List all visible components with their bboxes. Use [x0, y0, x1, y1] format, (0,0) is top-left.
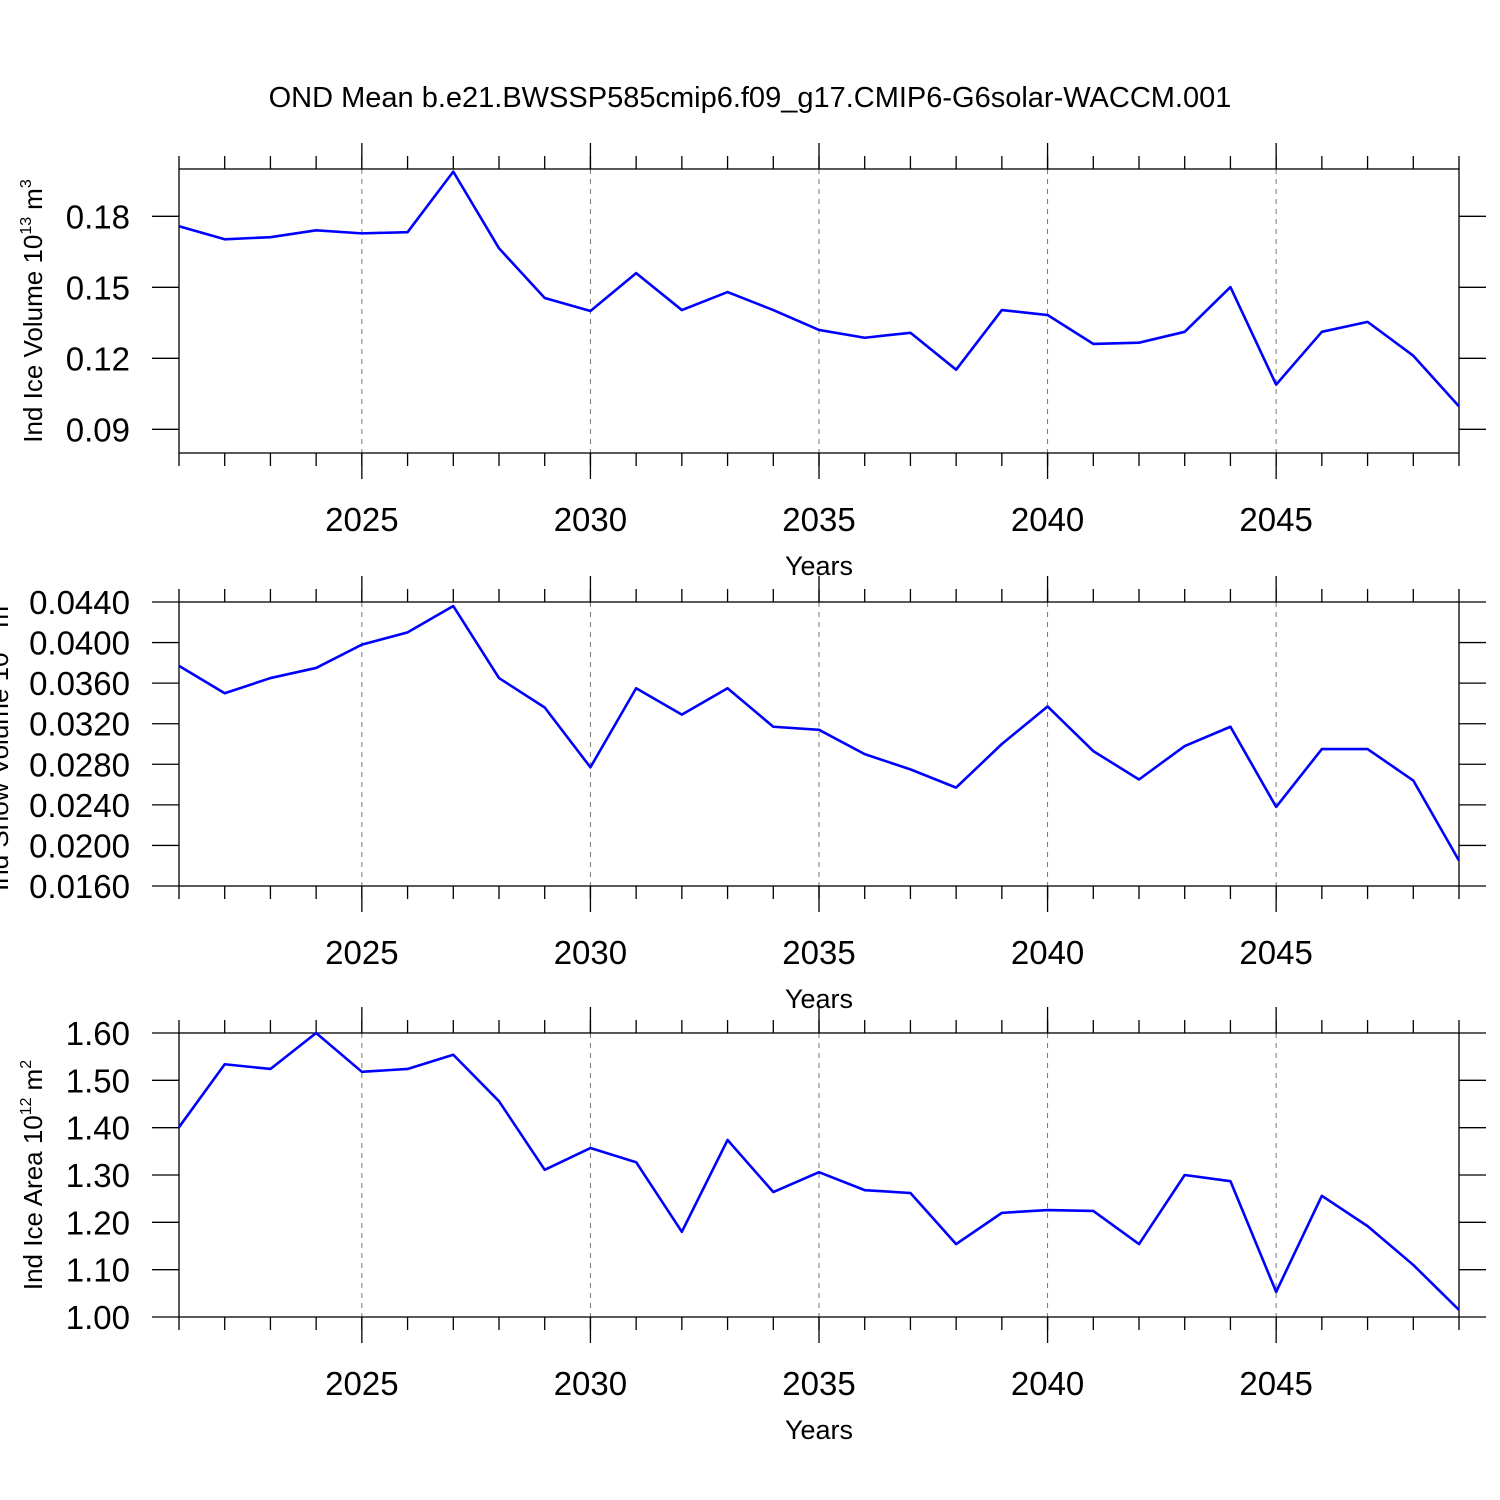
x-tick-label: 2025 — [325, 934, 398, 971]
x-tick-label: 2040 — [1011, 934, 1084, 971]
data-line — [178, 604, 1461, 862]
y-tick-label: 0.12 — [66, 340, 130, 377]
data-line — [177, 1031, 1460, 1311]
y-axis-label: Ind Snow Volume 1013 m3 — [0, 597, 14, 891]
y-tick-label: 1.30 — [66, 1157, 130, 1194]
y-tick-label: 1.20 — [66, 1204, 130, 1241]
data-line — [178, 170, 1460, 408]
figure-title: OND Mean b.e21.BWSSP585cmip6.f09_g17.CMI… — [269, 82, 1232, 114]
y-tick-label: 0.0440 — [29, 584, 130, 621]
y-tick-label: 0.0360 — [29, 665, 130, 702]
y-tick-label: 1.50 — [66, 1062, 130, 1099]
y-tick-label: 0.18 — [66, 198, 130, 235]
x-tick-label: 2040 — [1011, 501, 1084, 538]
y-axis-label-unit: m — [18, 1069, 48, 1091]
y-tick-label: 0.0400 — [29, 625, 130, 662]
y-axis-label-exponent: 12 — [18, 1097, 35, 1115]
x-tick-label: 2030 — [554, 934, 627, 971]
y-tick-label: 0.15 — [66, 269, 130, 306]
y-axis-label-unit-exponent: 3 — [0, 597, 1, 606]
y-axis-label-unit-exponent: 3 — [18, 179, 35, 188]
y-tick-label: 1.40 — [66, 1110, 130, 1147]
y-axis-label-text: Ind Snow Volume 10 — [0, 652, 14, 891]
y-tick-label: 0.0160 — [29, 868, 130, 905]
y-tick-label: 0.0240 — [29, 787, 130, 824]
plot-frame — [178, 168, 1460, 454]
x-tick-label: 2040 — [1011, 1365, 1084, 1402]
x-tick-label: 2045 — [1239, 1365, 1312, 1402]
y-tick-label: 0.0200 — [29, 827, 130, 864]
y-axis-label-exponent: 13 — [0, 635, 1, 653]
x-tick-label: 2045 — [1239, 501, 1312, 538]
y-axis-label-unit: m — [0, 606, 14, 628]
plot-frame — [178, 1032, 1460, 1318]
y-axis-label-text: Ind Ice Area 10 — [18, 1115, 48, 1290]
y-tick-label: 0.0320 — [29, 706, 130, 743]
plot-frame — [178, 601, 1460, 887]
y-axis-label: Ind Ice Area 1012 m2 — [18, 1060, 48, 1290]
y-tick-label: 0.0280 — [29, 746, 130, 783]
y-axis-label-text: Ind Ice Volume 10 — [18, 235, 48, 443]
y-axis-label: Ind Ice Volume 1013 m3 — [18, 179, 48, 443]
y-tick-label: 1.60 — [66, 1015, 130, 1052]
y-axis-label-unit: m — [18, 188, 48, 210]
x-tick-label: 2035 — [782, 1365, 855, 1402]
y-axis-label-exponent: 13 — [18, 217, 35, 235]
x-tick-label: 2030 — [554, 1365, 627, 1402]
y-tick-label: 0.09 — [66, 411, 130, 448]
x-tick-label: 2030 — [554, 501, 627, 538]
y-axis-label-unit-exponent: 2 — [18, 1060, 35, 1069]
x-axis-label: Years — [785, 1415, 853, 1445]
x-tick-label: 2025 — [325, 1365, 398, 1402]
x-tick-label: 2035 — [782, 501, 855, 538]
x-tick-label: 2035 — [782, 934, 855, 971]
x-tick-label: 2045 — [1239, 934, 1312, 971]
x-tick-label: 2025 — [325, 501, 398, 538]
y-tick-label: 1.00 — [66, 1299, 130, 1336]
y-tick-label: 1.10 — [66, 1252, 130, 1289]
